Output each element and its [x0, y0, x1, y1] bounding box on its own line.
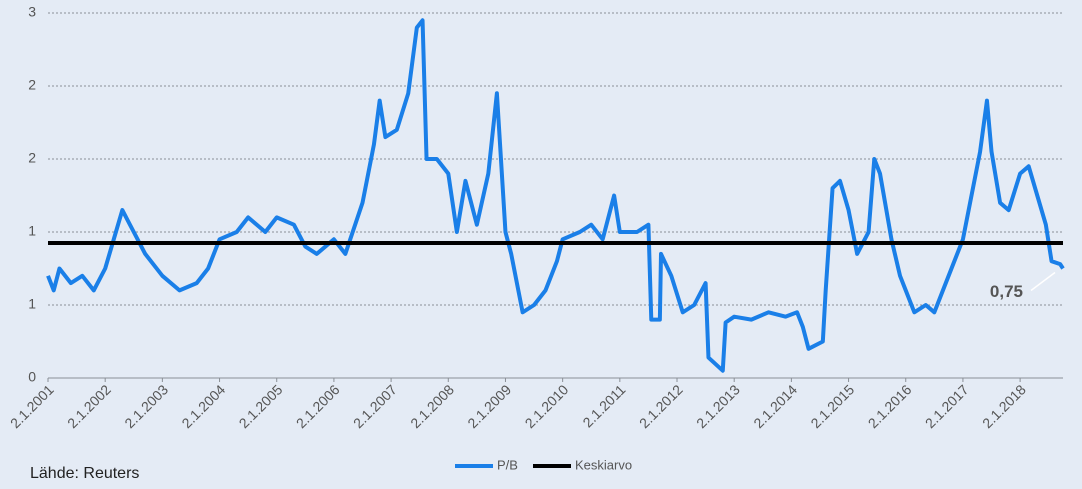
y-tick-label: 0 — [28, 369, 36, 385]
x-tick-label: 2.1.2015 — [807, 381, 857, 431]
annotation-leader — [1030, 271, 1056, 292]
y-tick-label: 3 — [28, 4, 36, 20]
x-tick-label: 2.1.2013 — [693, 381, 743, 431]
x-tick-label: 2.1.2016 — [865, 381, 915, 431]
x-tick-label: 2.1.2014 — [750, 381, 800, 431]
x-tick-label: 2.1.2004 — [178, 381, 228, 431]
x-tick-label: 2.1.2001 — [7, 381, 57, 431]
legend-label: Keskiarvo — [575, 457, 632, 472]
x-tick-label: 2.1.2012 — [636, 381, 686, 431]
x-tick-label: 2.1.2011 — [579, 381, 628, 430]
x-tick-label: 2.1.2018 — [979, 381, 1029, 431]
x-tick-label: 2.1.2010 — [522, 381, 572, 431]
x-tick-label: 2.1.2005 — [236, 381, 286, 431]
y-tick-label: 1 — [28, 296, 36, 312]
y-tick-label: 2 — [28, 77, 36, 93]
y-tick-label: 1 — [28, 223, 36, 239]
x-tick-label: 2.1.2008 — [407, 381, 457, 431]
x-tick-label: 2.1.2002 — [64, 381, 114, 431]
x-tick-label: 2.1.2003 — [121, 381, 171, 431]
x-tick-label: 2.1.2017 — [922, 381, 972, 431]
x-tick-label: 2.1.2006 — [293, 381, 343, 431]
y-tick-label: 2 — [28, 150, 36, 166]
x-tick-label: 2.1.2007 — [350, 381, 400, 431]
legend-label: P/B — [497, 457, 518, 472]
source: Lähde: Reuters — [30, 465, 139, 482]
x-tick-label: 2.1.2009 — [464, 381, 514, 431]
line-series — [46, 18, 1065, 373]
annotation: 0,75 — [990, 282, 1023, 301]
